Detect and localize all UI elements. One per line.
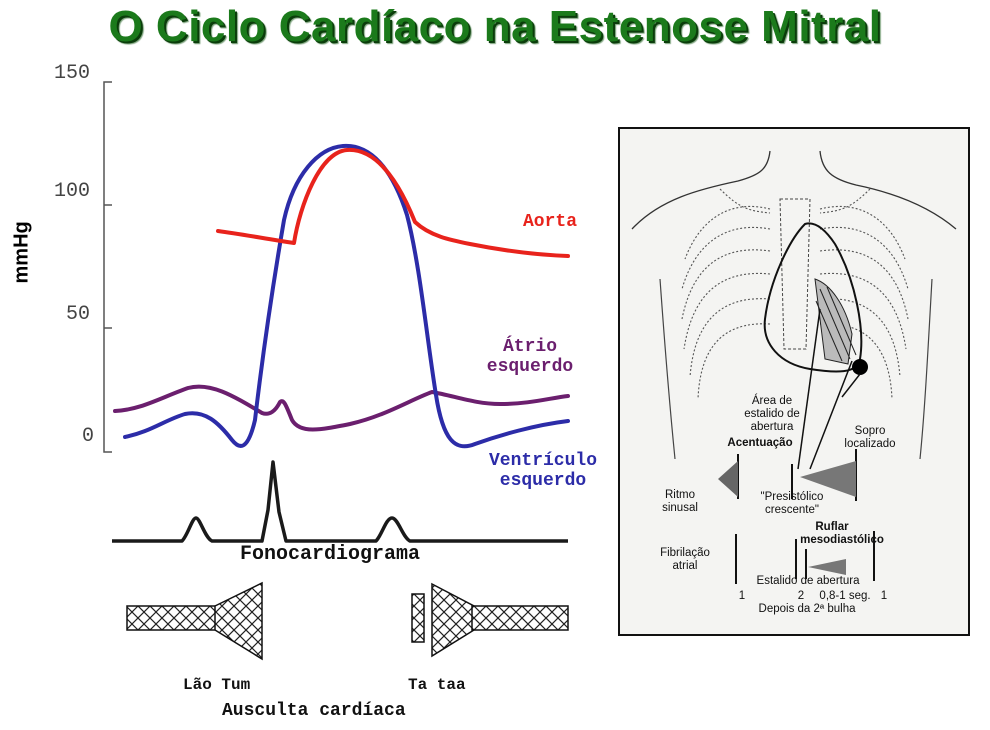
ventriculo-label-line2: esquerdo [499, 471, 587, 491]
area-estalido-line3: abertura [750, 421, 794, 433]
sequence-label-1: 1 [738, 590, 746, 602]
y-tick-50: 50 [66, 303, 91, 326]
auscultation-sound-2-icon [411, 582, 569, 658]
estalido-abertura-label: Estalido de abertura [756, 575, 860, 587]
ruflar-line2: mesodiastólico [800, 534, 884, 546]
fibrilacao-line1: Fibrilação [660, 547, 710, 559]
sopro-line2: localizado [844, 438, 896, 450]
atrio-curve [113, 384, 570, 432]
area-estalido-line1: Área de [751, 395, 793, 407]
sequence-label-3: 1 [880, 590, 888, 602]
sequence-label-2: 2 [797, 590, 805, 602]
y-tick-150: 150 [54, 62, 91, 85]
auscultation-caption: Ausculta cardíaca [222, 701, 406, 721]
ventriculo-label-line1: Ventrículo [488, 451, 598, 471]
sequence-label-interval: 0,8-1 seg. [819, 590, 871, 602]
sopro-line1: Sopro [854, 425, 886, 437]
atrio-label-line1: Átrio [502, 337, 557, 357]
presistolico-line2: crescente" [765, 504, 819, 516]
ritmo-sinusal-line2: sinusal [662, 502, 698, 514]
ritmo-sinusal-line1: Ritmo [664, 489, 696, 501]
area-estalido-line2: estalido de [744, 408, 800, 420]
aorta-label: Aorta [522, 212, 577, 232]
pressure-graph [103, 81, 570, 661]
y-axis [103, 81, 112, 453]
y-tick-0: 0 [82, 425, 95, 448]
y-tick-100: 100 [54, 180, 91, 203]
presistolico-line1: "Presistólico [760, 491, 824, 503]
ventriculo-curve [123, 143, 570, 449]
sound-1-label: Lão Tum [183, 676, 251, 694]
sound-2-label: Ta taa [408, 676, 466, 694]
depois-label: Depois da 2ª bulha [758, 603, 856, 615]
mitral-stenosis-figure: Área de estalido de abertura Sopro local… [618, 127, 970, 636]
auscultation-sound-1-icon [126, 581, 263, 661]
fonocardiograma-label: Fonocardiograma [240, 543, 421, 566]
aorta-curve [216, 147, 570, 258]
ruflar-line1: Ruflar [815, 521, 849, 533]
fibrilacao-line2: atrial [672, 560, 698, 572]
atrio-label-line2: esquerdo [486, 357, 574, 377]
thorax-illustration [631, 150, 957, 584]
acentuacao-label: Acentuação [727, 437, 793, 449]
phonocardiogram-trace [112, 460, 568, 543]
slide-title: O Ciclo Cardíaco na Estenose Mitral [108, 2, 882, 51]
